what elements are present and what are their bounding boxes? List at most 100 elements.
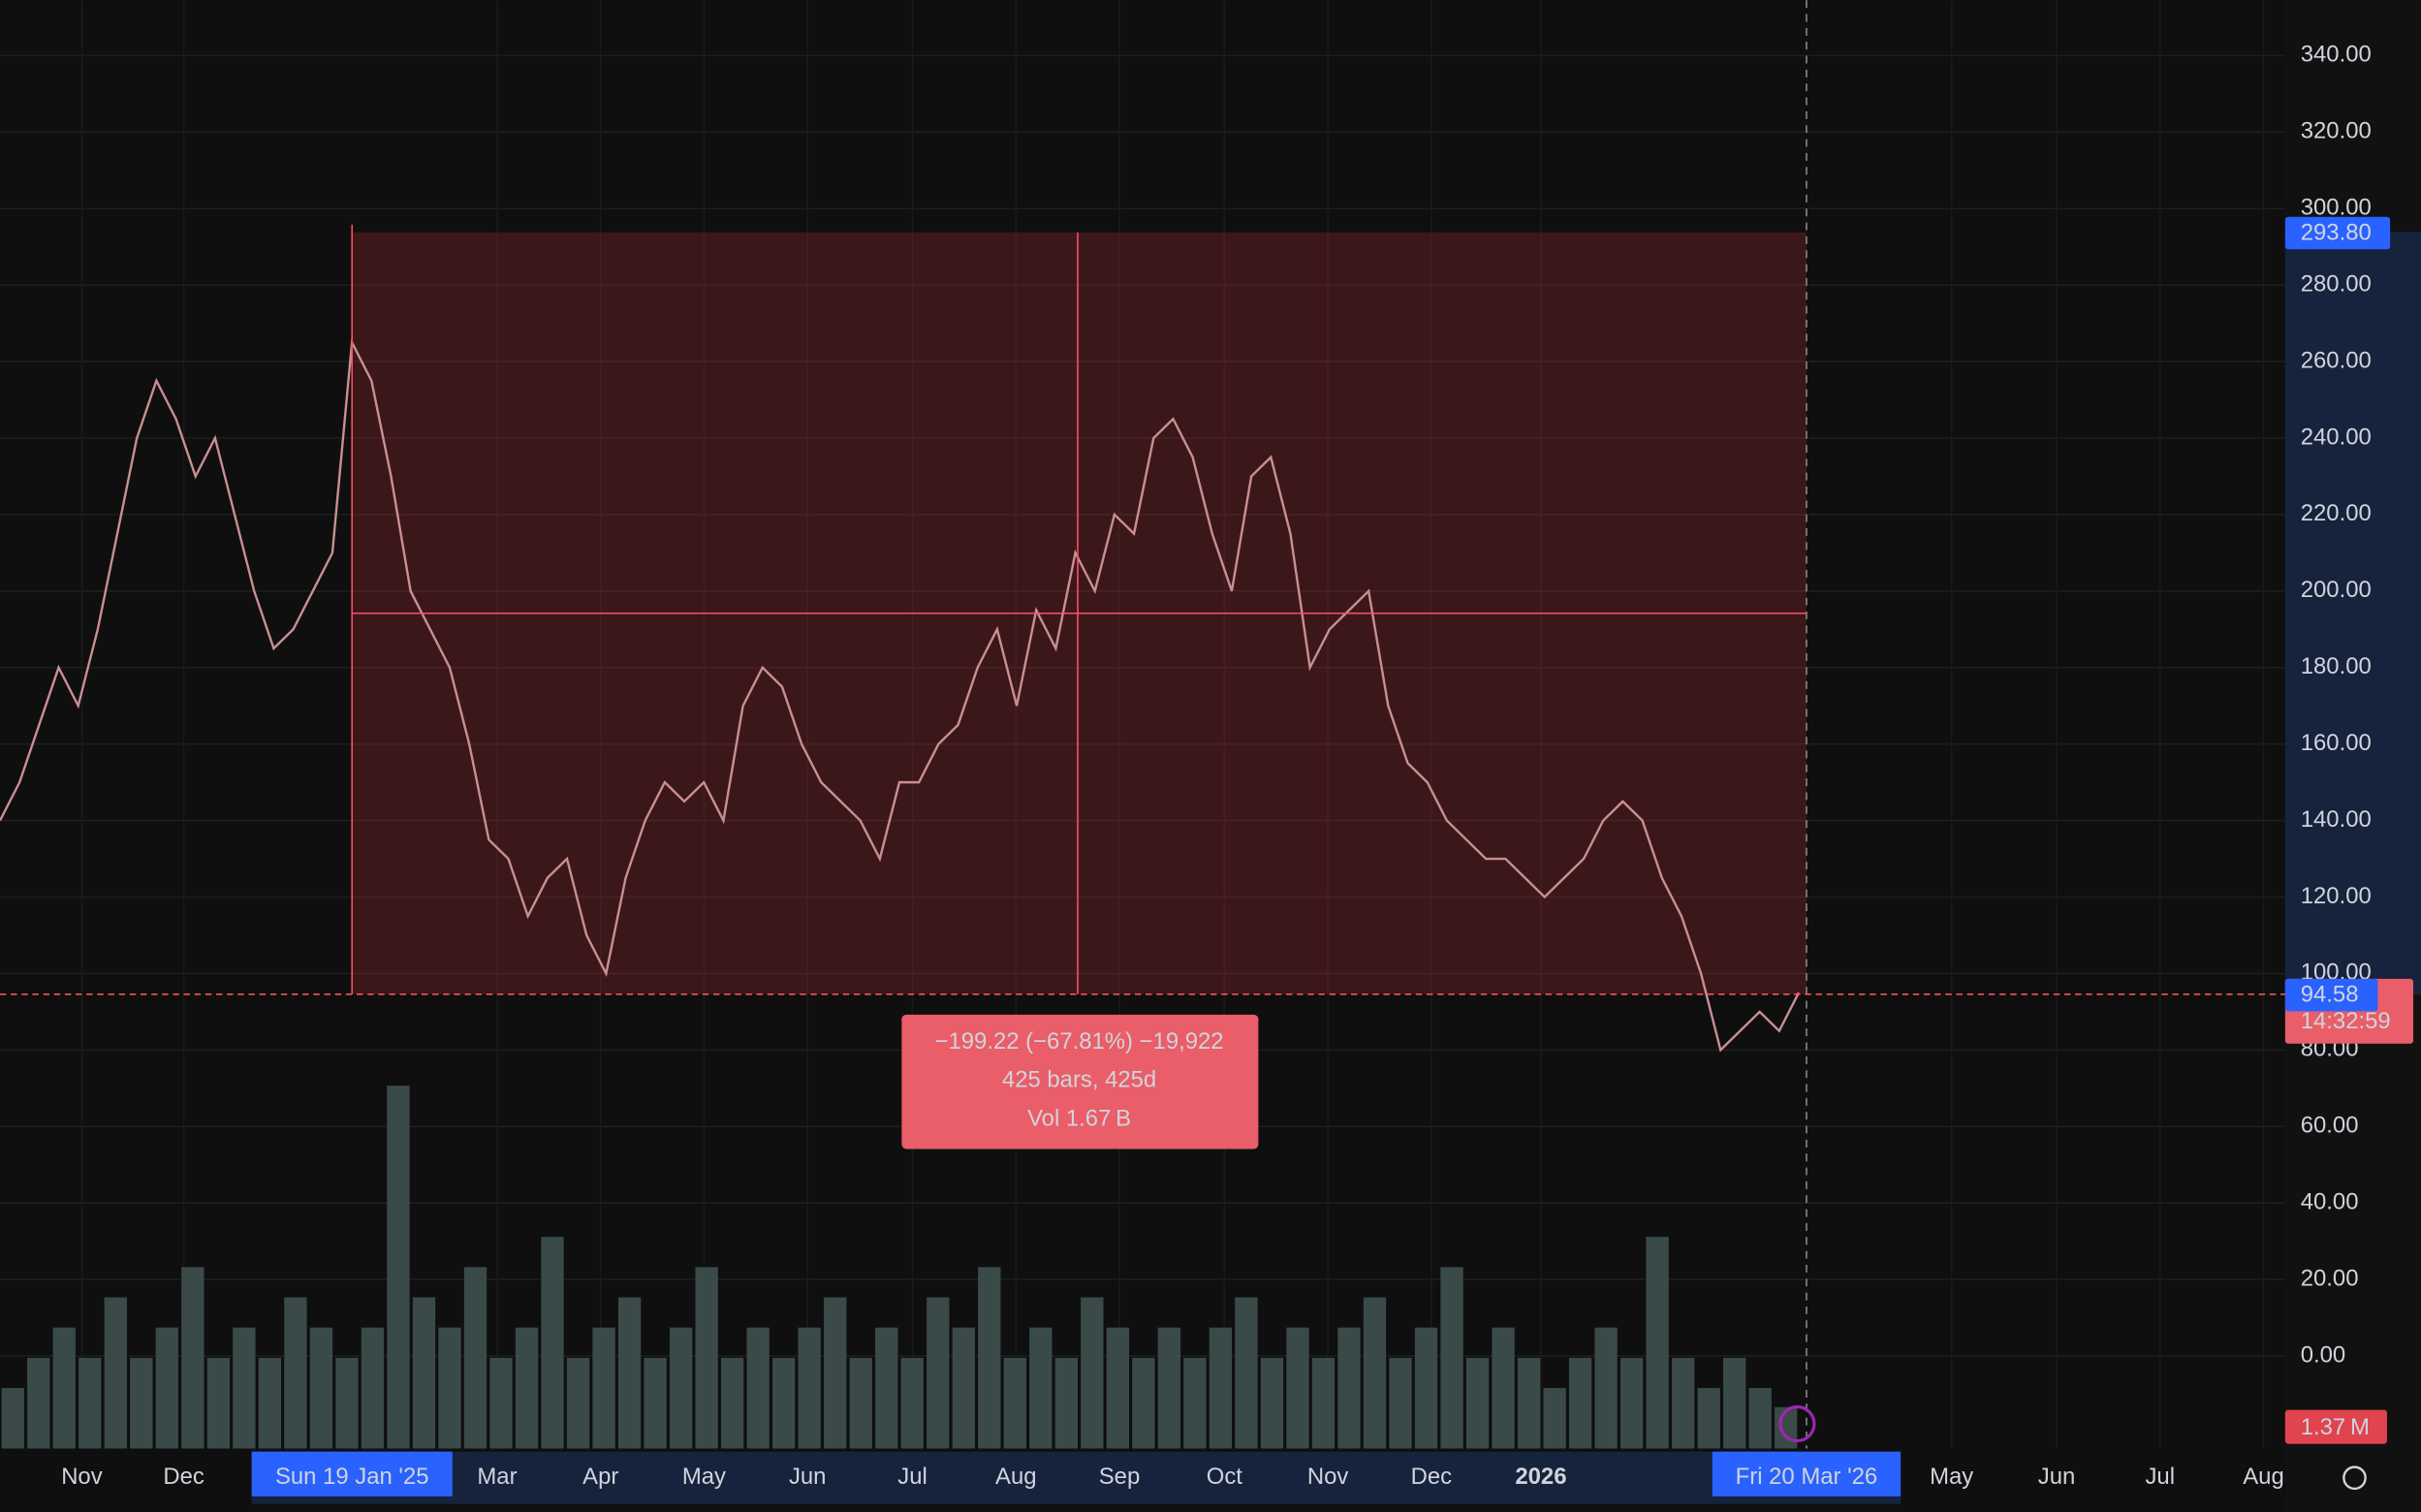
- x-tick-label: Jun: [2038, 1464, 2075, 1490]
- top-price-bg: [2284, 216, 2391, 250]
- volume-bar: [155, 1327, 179, 1449]
- volume-bar: [335, 1357, 359, 1449]
- crosshair-date: Sun 19 Jan '25: [275, 1464, 429, 1490]
- volume-bar: [1492, 1327, 1515, 1449]
- y-tick-label: 160.00: [2301, 730, 2372, 756]
- x-tick-label: May: [682, 1464, 726, 1490]
- volume-bar: [1646, 1237, 1669, 1449]
- y-tick-label: 220.00: [2301, 500, 2372, 526]
- volume-bar: [1517, 1357, 1541, 1449]
- y-tick-label: 60.00: [2301, 1113, 2359, 1139]
- volume-bar: [258, 1357, 282, 1449]
- volume-bar: [1106, 1327, 1130, 1449]
- x-tick-label: Dec: [163, 1464, 204, 1490]
- volume-bar: [27, 1357, 50, 1449]
- volume-bar: [1209, 1327, 1233, 1449]
- x-tick-label: 2026: [1515, 1464, 1566, 1490]
- volume-bar: [1594, 1327, 1618, 1449]
- volume-bar: [515, 1327, 539, 1449]
- volume-bar: [1081, 1297, 1104, 1449]
- volume-bar: [1003, 1357, 1026, 1449]
- x-tick-label: Nov: [1307, 1464, 1349, 1490]
- volume-bar: [644, 1357, 667, 1449]
- volume-label: 1.37 M: [2301, 1414, 2370, 1440]
- volume-bar: [79, 1357, 102, 1449]
- volume-bar: [284, 1297, 307, 1449]
- x-tick-label: Sep: [1099, 1464, 1140, 1490]
- volume-bar: [387, 1086, 410, 1449]
- crosshair-date: Fri 20 Mar '26: [1736, 1464, 1878, 1490]
- volume-bar: [361, 1327, 385, 1449]
- volume-bar: [1, 1388, 24, 1449]
- y-tick-label: 300.00: [2301, 195, 2372, 221]
- volume-bar: [104, 1297, 127, 1449]
- volume-bar: [412, 1297, 436, 1449]
- volume-bar: [1543, 1388, 1566, 1449]
- volume-bar: [798, 1327, 821, 1449]
- crosshair-date-bg: [251, 1451, 453, 1496]
- volume-bar: [1414, 1327, 1438, 1449]
- x-tick-label: Aug: [995, 1464, 1036, 1490]
- x-tick-label: Nov: [61, 1464, 103, 1490]
- price-line-series: [0, 338, 1801, 1053]
- top-price: 293.80: [2301, 220, 2372, 246]
- volume-bar: [978, 1267, 1001, 1449]
- volume-bar: [1260, 1357, 1284, 1449]
- x-tick-label: May: [1930, 1464, 1973, 1490]
- measure-info: −199.22 (−67.81%) −19,922: [935, 1028, 1224, 1055]
- volume-bar: [1465, 1357, 1490, 1449]
- volume-bar: [1440, 1267, 1463, 1449]
- alert-icon[interactable]: [1778, 1404, 1816, 1443]
- volume-bar: [541, 1237, 564, 1449]
- volume-bar: [1054, 1357, 1078, 1449]
- volume-bar: [592, 1327, 615, 1449]
- volume-bar: [875, 1327, 898, 1449]
- crosshair-date-bg: [1712, 1451, 1902, 1496]
- volume-bar: [1286, 1327, 1309, 1449]
- y-tick-label: 200.00: [2301, 577, 2372, 603]
- volume-bar: [1337, 1327, 1361, 1449]
- volume-bar: [952, 1327, 975, 1449]
- volume-bar: [1748, 1388, 1772, 1449]
- volume-bar: [1363, 1297, 1387, 1449]
- measure-info: Vol 1.67 B: [1027, 1105, 1131, 1131]
- measure-info: 425 bars, 425d: [1002, 1067, 1156, 1093]
- volume-label-bg: [2284, 1409, 2387, 1444]
- volume-bar: [1775, 1406, 1798, 1449]
- volume-bar: [900, 1357, 924, 1449]
- last-price-bg2: [2284, 978, 2378, 1012]
- x-tick-label: Jul: [897, 1464, 928, 1490]
- volume-bar: [617, 1297, 642, 1449]
- volume-bar: [1671, 1357, 1695, 1449]
- volume-bar: [181, 1267, 204, 1449]
- volume-bar: [566, 1357, 590, 1449]
- countdown: 14:32:59: [2301, 1008, 2391, 1034]
- time-axis-range: [251, 1451, 1902, 1504]
- y-tick-label: 0.00: [2301, 1341, 2345, 1368]
- measure-info-bg: [901, 1014, 1259, 1150]
- x-tick-label: Oct: [1207, 1464, 1243, 1490]
- x-tick-label: Mar: [477, 1464, 517, 1490]
- y-tick-label: 340.00: [2301, 42, 2372, 68]
- volume-bar: [1132, 1357, 1155, 1449]
- y-tick-label: 280.00: [2301, 270, 2372, 297]
- volume-bar: [1697, 1388, 1720, 1449]
- y-tick-label: 240.00: [2301, 424, 2372, 450]
- volume-bar: [772, 1357, 796, 1449]
- price-axis-range: [2284, 232, 2421, 995]
- y-tick-label: 260.00: [2301, 347, 2372, 373]
- volume-bar: [1723, 1357, 1746, 1449]
- x-tick-label: Jun: [789, 1464, 826, 1490]
- volume-bar: [1157, 1327, 1181, 1449]
- x-tick-label: Dec: [1411, 1464, 1453, 1490]
- volume-bar: [463, 1267, 487, 1449]
- volume-bar: [669, 1327, 693, 1449]
- settings-icon[interactable]: [2342, 1465, 2367, 1491]
- x-tick-label: Jul: [2145, 1464, 2175, 1490]
- volume-bar: [1619, 1357, 1644, 1449]
- y-tick-label: 320.00: [2301, 118, 2372, 144]
- volume-bar: [438, 1327, 461, 1449]
- y-tick-label: 140.00: [2301, 806, 2372, 833]
